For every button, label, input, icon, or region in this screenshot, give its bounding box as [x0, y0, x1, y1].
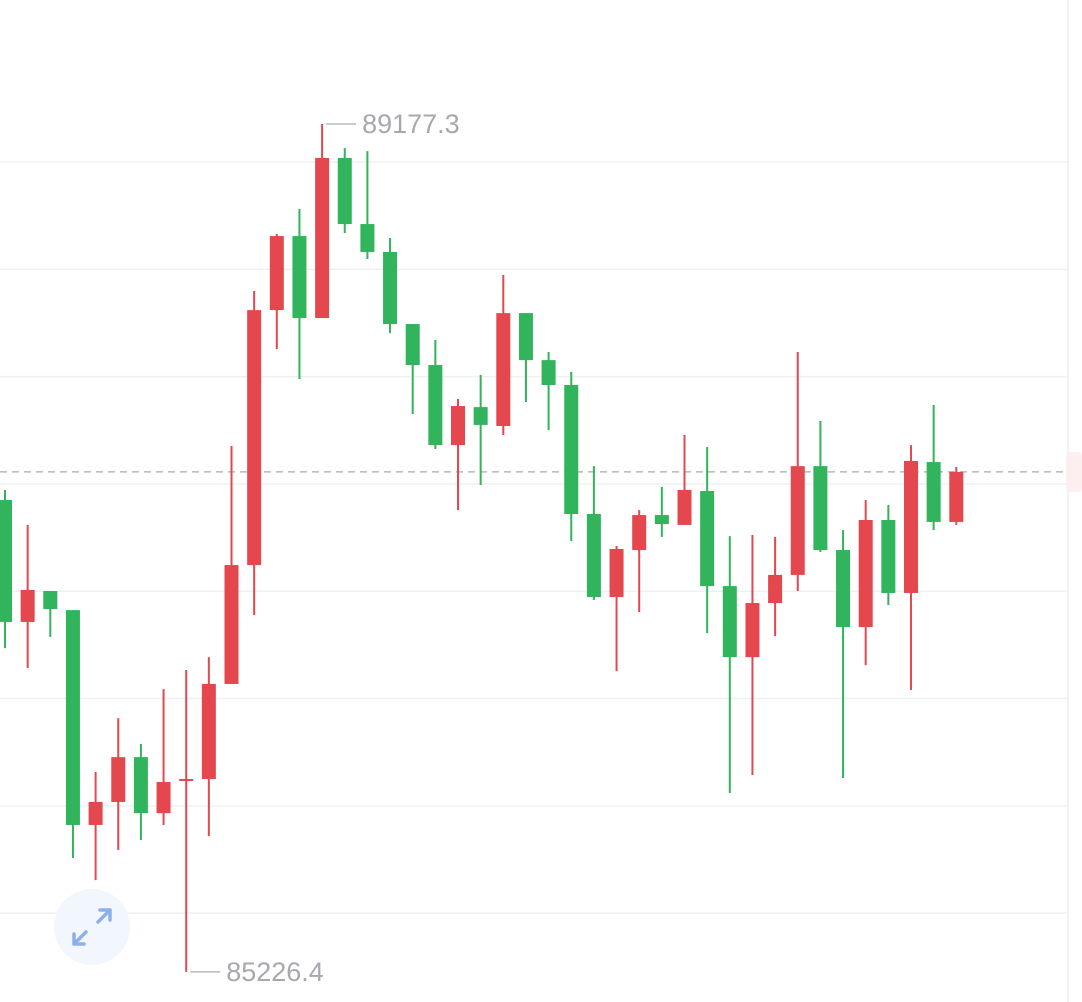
candle-body: [949, 471, 964, 522]
candle-body: [496, 313, 511, 426]
price-tag: [1066, 452, 1082, 492]
candle-body: [858, 519, 873, 628]
candle-body: [405, 324, 420, 366]
candle-body: [813, 466, 828, 551]
candle-body: [201, 683, 216, 780]
candle-body: [360, 224, 375, 252]
candle-body: [315, 157, 330, 319]
expand-circle: [54, 889, 130, 965]
candle-body: [43, 591, 58, 610]
candle-body: [518, 313, 533, 361]
candle-body: [383, 251, 398, 325]
candle-body: [65, 610, 80, 825]
candle-body: [677, 489, 692, 525]
candle-body: [428, 365, 443, 446]
candle-body: [292, 236, 307, 319]
candle-body: [609, 548, 624, 598]
candle-body: [269, 236, 284, 311]
candle-body: [0, 500, 12, 622]
candle-body: [700, 491, 715, 587]
candle-body: [88, 801, 103, 825]
candle-body: [224, 565, 239, 684]
candle-body: [111, 757, 126, 802]
max-label: 89177.3: [362, 109, 460, 139]
candle-body: [473, 407, 488, 425]
candle-body: [904, 460, 918, 593]
min-label: 85226.4: [226, 957, 324, 987]
candle-body: [337, 157, 352, 225]
candle-body: [768, 574, 783, 604]
candle-body: [632, 515, 647, 551]
candle-body: [541, 360, 556, 386]
candle-body: [722, 586, 737, 658]
candle-body: [881, 519, 896, 593]
candle-body: [179, 779, 194, 782]
candle-body: [926, 462, 941, 522]
candle-body: [133, 757, 148, 814]
candle-body: [247, 310, 262, 566]
candle-body: [564, 385, 579, 514]
expand-button[interactable]: [54, 889, 130, 965]
candle-body: [745, 603, 760, 658]
candle-body: [836, 550, 851, 628]
candle-body: [156, 782, 171, 814]
candle-body: [790, 466, 805, 575]
candle-body: [20, 589, 35, 622]
candle-body: [654, 515, 669, 525]
candle-body: [451, 406, 465, 446]
expand-icon: [72, 908, 112, 946]
candle-body: [586, 513, 601, 598]
